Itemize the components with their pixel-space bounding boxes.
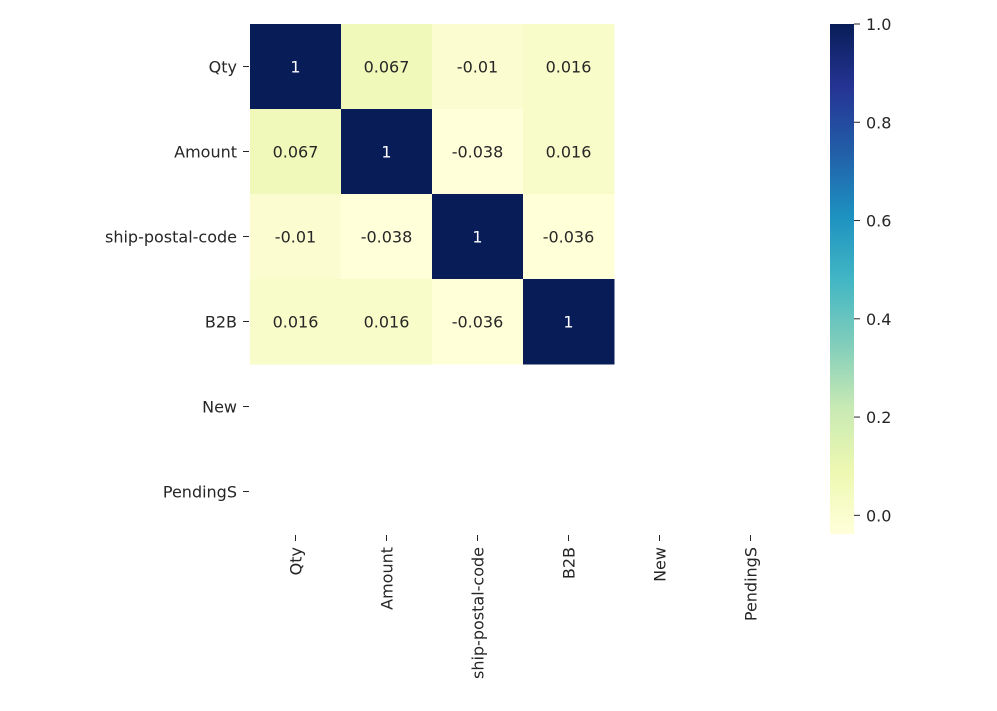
heatmap-cells bbox=[250, 24, 615, 365]
heatmap-cell-b2b-ship-postal-code bbox=[432, 279, 524, 365]
heatmap-cell-amount-qty bbox=[250, 109, 342, 195]
colorbar-tick-label: 0.2 bbox=[866, 408, 891, 427]
cell-value-label: 1 bbox=[472, 228, 482, 247]
heatmap-cell-b2b-qty bbox=[250, 279, 342, 365]
y-tick-label-ship-postal-code: ship-postal-code bbox=[105, 228, 237, 247]
x-tick-label-pendings: PendingS bbox=[742, 547, 761, 621]
x-tick-label-amount: Amount bbox=[378, 547, 397, 610]
heatmap-cell-amount-amount bbox=[341, 109, 433, 195]
colorbar-tick-label: 0.0 bbox=[866, 506, 891, 525]
colorbar-tick-label: 0.8 bbox=[866, 113, 891, 132]
x-axis: Qty Amount ship-postal-code B2B New PendingS bbox=[287, 535, 761, 679]
heatmap-cell-ship-postal-code-ship-postal-code bbox=[432, 194, 524, 280]
heatmap-cell-b2b-amount bbox=[341, 279, 433, 365]
heatmap-cell-ship-postal-code-qty bbox=[250, 194, 342, 280]
x-tick-label-ship-postal-code: ship-postal-code bbox=[469, 547, 488, 679]
cell-value-label: 1 bbox=[563, 313, 573, 332]
x-tick-label-b2b: B2B bbox=[560, 547, 579, 579]
heatmap-cell-qty-b2b bbox=[523, 24, 615, 110]
heatmap-cell-qty-ship-postal-code bbox=[432, 24, 524, 110]
y-tick-label-qty: Qty bbox=[209, 58, 237, 77]
heatmap-cell-amount-b2b bbox=[523, 109, 615, 195]
cell-value-label: 0.016 bbox=[546, 58, 592, 77]
heatmap-cell-ship-postal-code-amount bbox=[341, 194, 433, 280]
x-tick-label-new: New bbox=[651, 547, 670, 582]
heatmap-cell-qty-amount bbox=[341, 24, 433, 110]
colorbar: 0.0 0.2 0.4 0.6 0.8 1.0 bbox=[830, 15, 891, 534]
cell-value-label: -0.01 bbox=[275, 228, 316, 247]
y-tick-label-new: New bbox=[202, 398, 237, 417]
colorbar-tick-label: 0.4 bbox=[866, 310, 891, 329]
cell-value-label: 1 bbox=[381, 143, 391, 162]
y-axis: Qty Amount ship-postal-code B2B New PendingS bbox=[105, 58, 249, 502]
cell-value-label: 0.016 bbox=[273, 313, 319, 332]
cell-value-label: -0.036 bbox=[452, 313, 504, 332]
colorbar-tick-label: 1.0 bbox=[866, 15, 891, 34]
cell-value-label: 0.067 bbox=[364, 58, 410, 77]
cell-value-label: -0.01 bbox=[457, 58, 498, 77]
x-tick-label-qty: Qty bbox=[287, 547, 306, 575]
cell-value-label: 0.067 bbox=[273, 143, 319, 162]
cell-value-label: -0.038 bbox=[361, 228, 413, 247]
colorbar-tick-label: 0.6 bbox=[866, 212, 891, 231]
cell-annotations: 1 0.067 -0.01 0.016 0.067 1 -0.038 0.016 -0.01 -0… bbox=[273, 58, 595, 332]
heatmap-cell-qty-qty bbox=[250, 24, 342, 110]
heatmap-cell-ship-postal-code-b2b bbox=[523, 194, 615, 280]
cell-value-label: -0.038 bbox=[452, 143, 504, 162]
colorbar-gradient bbox=[830, 24, 854, 534]
cell-value-label: -0.036 bbox=[543, 228, 595, 247]
cell-value-label: 0.016 bbox=[364, 313, 410, 332]
heatmap-cell-amount-ship-postal-code bbox=[432, 109, 524, 195]
heatmap-cell-b2b-b2b bbox=[523, 279, 615, 365]
y-tick-label-amount: Amount bbox=[174, 143, 237, 162]
cell-value-label: 0.016 bbox=[546, 143, 592, 162]
y-tick-label-pendings: PendingS bbox=[163, 483, 237, 502]
cell-value-label: 1 bbox=[290, 58, 300, 77]
y-tick-label-b2b: B2B bbox=[205, 313, 237, 332]
